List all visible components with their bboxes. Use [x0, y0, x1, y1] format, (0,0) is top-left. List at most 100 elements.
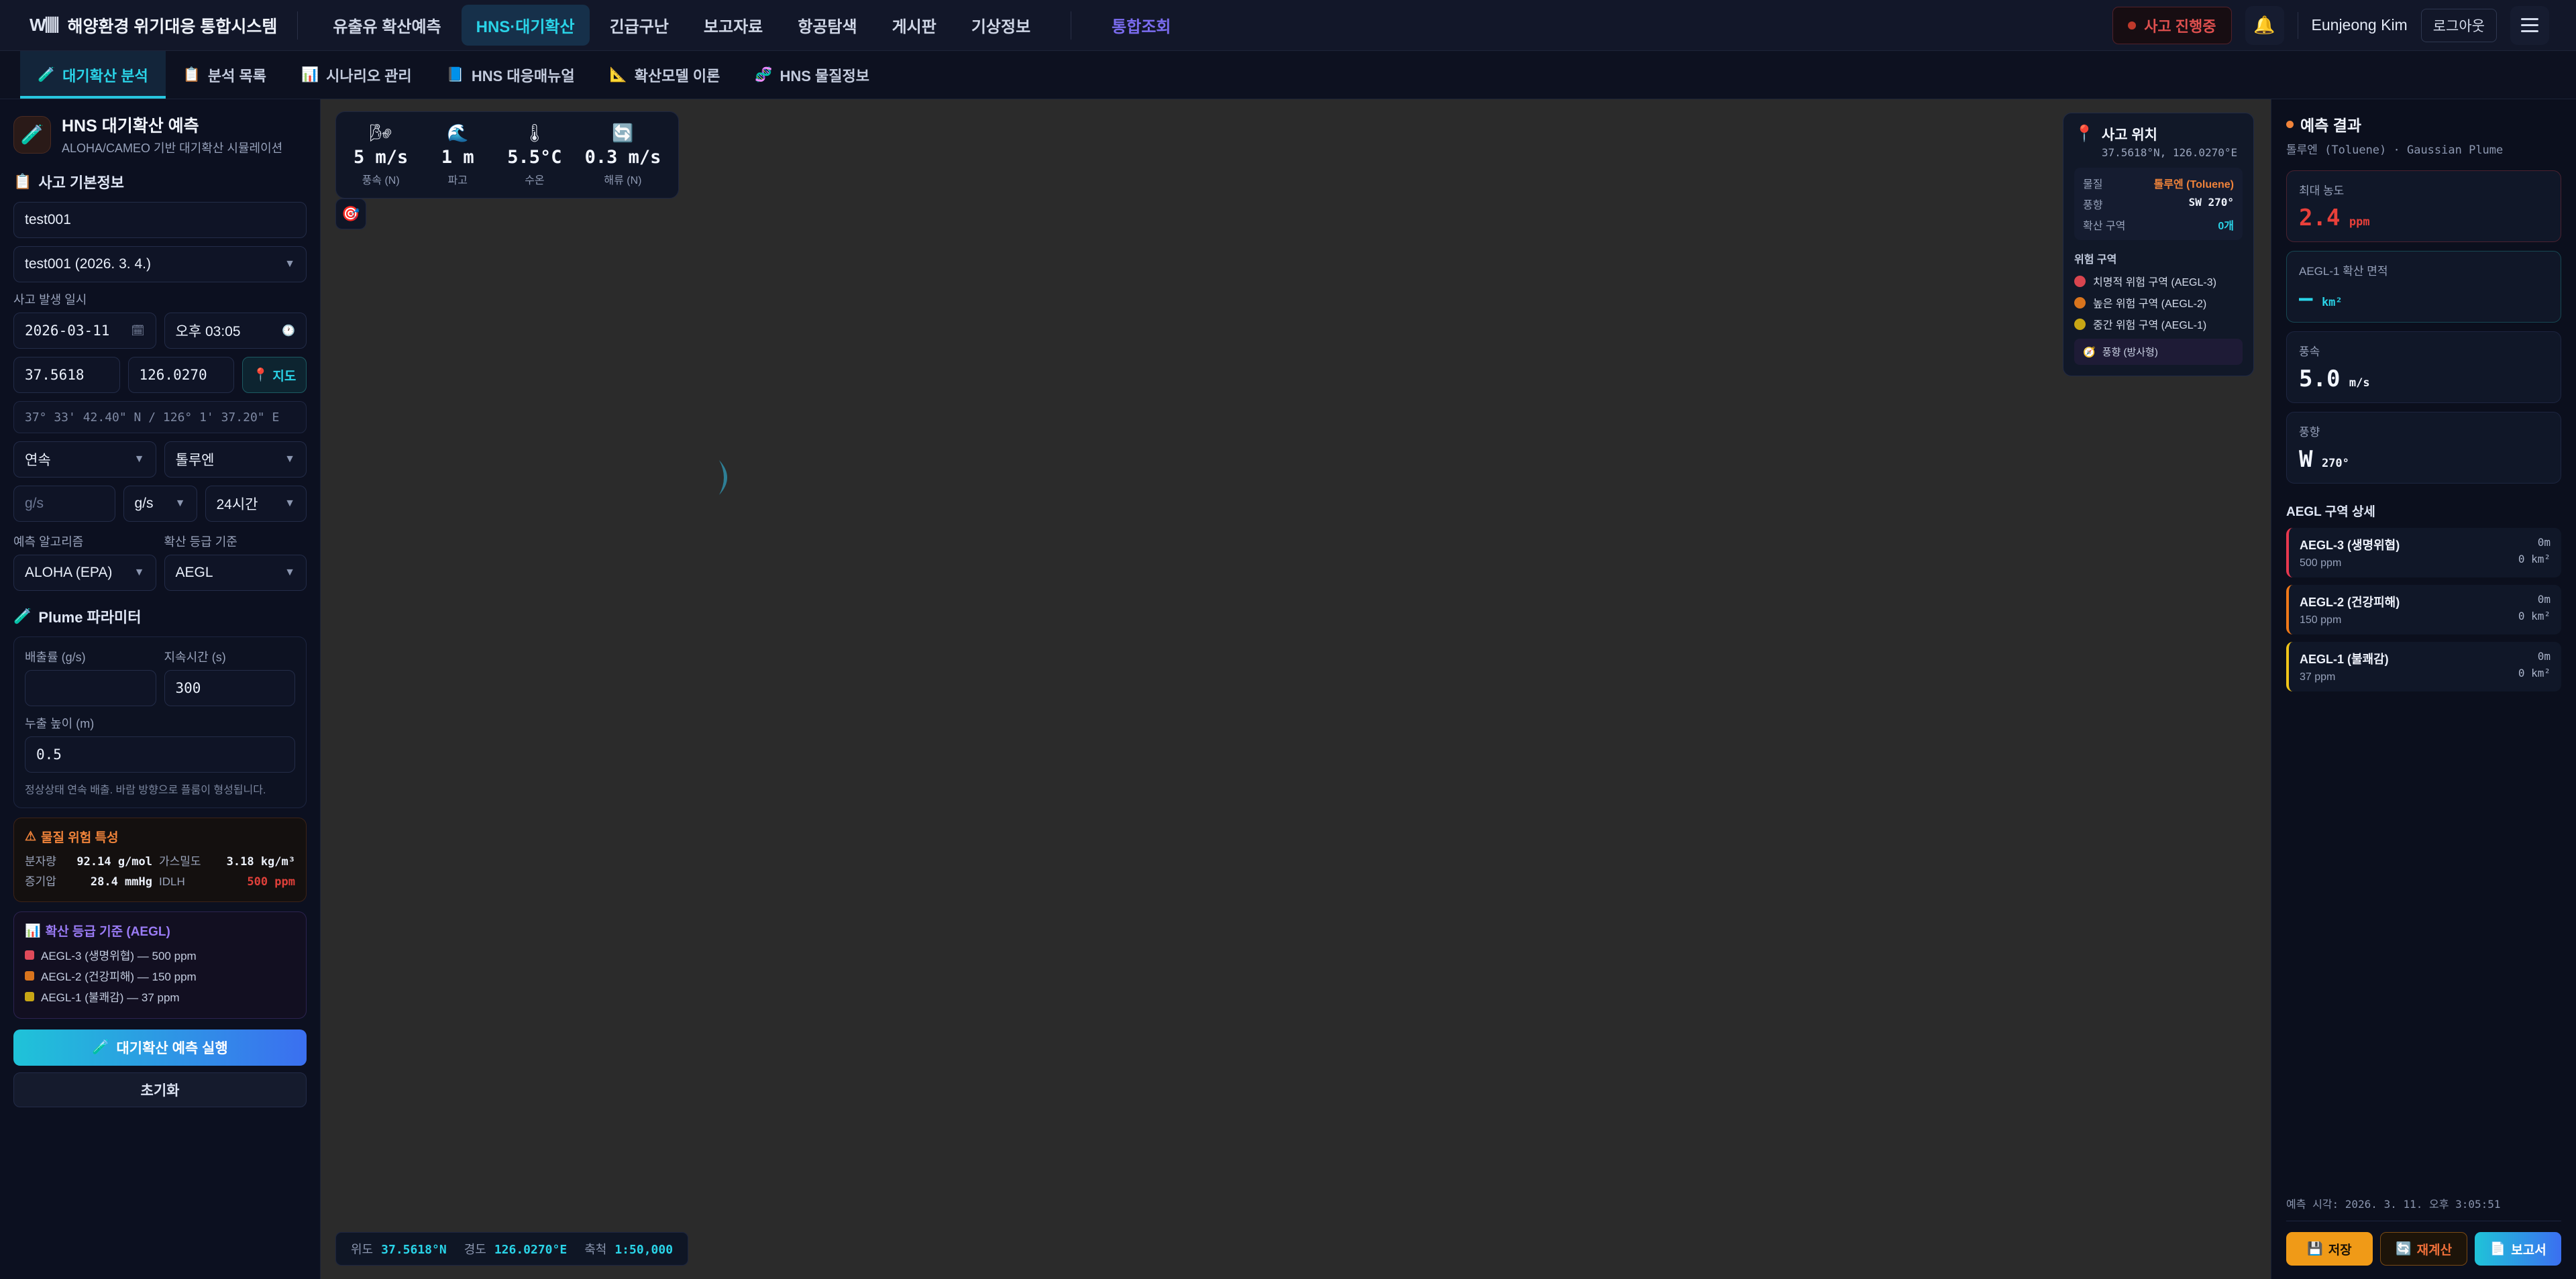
metric-label: 최대 농도 [2299, 184, 2345, 197]
panel-footer: 예측 시각: 2026. 3. 11. 오후 3:05:51 💾 저장 🔄 재계… [2286, 1195, 2562, 1266]
weather-value: 5.5°C [507, 147, 562, 168]
save-button[interactable]: 💾 저장 [2286, 1232, 2373, 1266]
nav-item-weather[interactable]: 기상정보 [971, 18, 1031, 36]
tab-label: 분석 목록 [207, 67, 266, 85]
nav-item-aerial-search[interactable]: 항공탐색 [798, 18, 857, 36]
nav-item-oil-spill[interactable]: 유출유 확산예측 [333, 18, 441, 36]
zone-ppm: 500 ppm [2300, 557, 2342, 569]
hazard-key: 분자량 [25, 855, 56, 868]
emission-rate-label: 배출률 (g/s) [25, 651, 86, 664]
weather-value: 0.3 m/s [584, 147, 661, 168]
weather-item-wave: 🌊 1 m 파고 [431, 123, 484, 187]
nav-item-board[interactable]: 게시판 [892, 18, 936, 36]
zone-distance: 0m [2537, 536, 2551, 549]
page-subtitle: ALOHA/CAMEO 기반 대기확산 시뮬레이션 [62, 142, 283, 155]
legend-item: AEGL-3 (생명위협) — 500 ppm [25, 946, 295, 963]
logout-button[interactable]: 로그아웃 [2420, 8, 2497, 42]
nav-item-reports[interactable]: 보고자료 [703, 18, 763, 36]
run-prediction-button[interactable]: 🧪 대기확산 예측 실행 [13, 1030, 307, 1066]
weather-label: 풍속 (N) [362, 175, 400, 186]
metric-value: W [2299, 446, 2313, 473]
location-header: 📍 사고 위치 37.5618°N, 126.0270°E [2074, 124, 2243, 159]
wave-icon: 🌊 [447, 123, 469, 143]
nav-item-hns-air[interactable]: HNS·대기확산 [461, 5, 590, 46]
metric-aegl1-area: AEGL-1 확산 면적 — km² [2286, 251, 2561, 323]
time-input[interactable]: 오후 03:05 🕐 [164, 313, 307, 349]
status-badge-incident[interactable]: 사고 진행중 [2112, 6, 2232, 44]
legend-swatch-aegl1 [25, 991, 34, 1001]
bar-chart-icon: 📊 [25, 924, 41, 938]
hazard-value-2: 500 ppm [247, 875, 295, 889]
hazard-key: 증기압 [25, 875, 56, 888]
tab-model-theory[interactable]: 📐 확산모델 이론 [592, 51, 738, 99]
detail-value: SW 270° [2188, 196, 2234, 209]
section-basic-info: 📋 사고 기본정보 [13, 171, 307, 192]
metric-value: 5.0 [2299, 366, 2341, 392]
scenario-select[interactable]: test001 (2026. 3. 4.) ▼ [13, 246, 307, 282]
metric-value: — [2299, 285, 2313, 312]
hazard-title: ⚠ 물질 위험 특성 [25, 828, 295, 846]
tab-scenario-management[interactable]: 📊 시나리오 관리 [284, 51, 429, 99]
tab-analysis-list[interactable]: 📋 분석 목록 [166, 51, 284, 99]
results-header: 예측 결과 [2286, 113, 2561, 135]
center-target-button[interactable]: 🎯 [335, 199, 366, 229]
zone-name: AEGL-2 (건강피해) [2300, 596, 2400, 609]
tab-label: 시나리오 관리 [326, 67, 412, 85]
clipboard-icon: 📋 [13, 173, 32, 190]
algorithm-select[interactable]: ALOHA (EPA) ▼ [13, 555, 156, 591]
date-value: 2026-03-11 [25, 323, 110, 339]
sub-tab-bar: 🧪 대기확산 분석 📋 분석 목록 📊 시나리오 관리 📘 HNS 대응매뉴얼 … [0, 51, 2576, 99]
zone-swatch-aegl1 [2074, 318, 2086, 330]
nav-item-emergency-rescue[interactable]: 긴급구난 [609, 18, 669, 36]
wind-chip-label: 풍향 (방사형) [2102, 347, 2158, 358]
metric-wind-direction: 풍향 W 270° [2286, 412, 2561, 484]
duration-input[interactable]: 300 [164, 670, 295, 706]
tab-hns-manual[interactable]: 📘 HNS 대응매뉴얼 [429, 51, 592, 99]
zone-distance: 0m [2537, 650, 2551, 663]
recalculate-button[interactable]: 🔄 재계산 [2379, 1232, 2468, 1266]
bell-icon[interactable]: 🔔 [2245, 5, 2284, 45]
report-button[interactable]: 📄 보고서 [2475, 1232, 2562, 1266]
map-canvas[interactable]: 🌬 5 m/s 풍속 (N) 🌊 1 m 파고 🌡 5.5°C 수온 🔄 0.3… [321, 99, 2271, 1279]
reset-button[interactable]: 초기화 [13, 1072, 307, 1107]
duration-window-value: 24시간 [216, 497, 258, 512]
menu-icon[interactable] [2510, 5, 2549, 45]
emission-rate-input[interactable] [25, 670, 156, 706]
duration-window-select[interactable]: 24시간 ▼ [205, 486, 307, 522]
tab-hns-substance-info[interactable]: 🧬 HNS 물질정보 [737, 51, 887, 99]
rate-unit-value: g/s [134, 496, 154, 511]
grade-standard-label: 확산 등급 기준 [164, 535, 237, 549]
legend-item: AEGL-2 (건강피해) — 150 ppm [25, 967, 295, 984]
date-input[interactable]: 2026-03-11 🗓 [13, 313, 156, 349]
legend-swatch-aegl2 [25, 970, 34, 981]
tab-label: HNS 물질정보 [780, 67, 869, 85]
calendar-icon: 🗓 [131, 325, 145, 337]
release-type-select[interactable]: 연속 ▼ [13, 441, 156, 478]
chevron-down-icon: ▼ [284, 498, 295, 509]
nav-item-integrated-query[interactable]: 통합조회 [1112, 18, 1171, 36]
substance-select[interactable]: 톨루엔 ▼ [164, 441, 307, 478]
tab-dispersion-analysis[interactable]: 🧪 대기확산 분석 [20, 51, 166, 99]
legend-label: AEGL-3 (생명위협) — 500 ppm [41, 950, 197, 962]
clipboard-icon: 📋 [182, 66, 201, 82]
metric-max-concentration: 최대 농도 2.4 ppm [2286, 170, 2561, 242]
latitude-input[interactable]: 37.5618 [13, 357, 120, 393]
zone-legend-title: 위험 구역 [2074, 254, 2117, 266]
test-tube-icon: 🧪 [92, 1040, 110, 1055]
metric-label: 풍속 [2299, 345, 2320, 358]
accident-name-input[interactable]: test001 [13, 202, 307, 238]
rate-unit-select[interactable]: g/s ▼ [123, 486, 197, 522]
weather-item-current: 🔄 0.3 m/s 해류 (N) [585, 123, 661, 187]
release-type-value: 연속 [25, 453, 51, 468]
chevron-down-icon: ▼ [133, 453, 145, 465]
incident-location-card: 📍 사고 위치 37.5618°N, 126.0270°E 물질 톨루엔 (To… [2063, 113, 2254, 376]
grade-standard-select[interactable]: AEGL ▼ [164, 555, 307, 591]
detail-row: 물질 톨루엔 (Toluene) [2083, 175, 2234, 191]
metric-label: AEGL-1 확산 면적 [2299, 265, 2388, 278]
user-name: Eunjeong Kim [2311, 16, 2408, 34]
release-height-input[interactable]: 0.5 [25, 736, 295, 773]
rate-input[interactable]: g/s [13, 486, 115, 522]
refresh-icon: 🔄 [2395, 1242, 2412, 1256]
longitude-input[interactable]: 126.0270 [127, 357, 234, 393]
map-picker-button[interactable]: 📍 지도 [242, 357, 307, 393]
